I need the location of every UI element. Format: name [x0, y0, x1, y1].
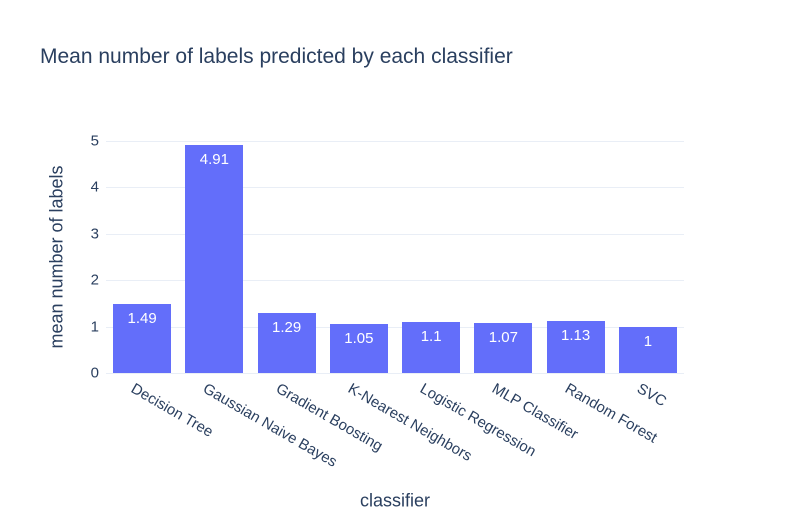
y-gridline — [106, 280, 684, 282]
y-gridline — [106, 233, 684, 235]
bar-value-label: 1.13 — [561, 326, 591, 344]
x-tick-label: SVC — [633, 380, 670, 411]
y-tick-label: 2 — [90, 271, 99, 289]
x-tick-label: Gaussian Naive Bayes — [200, 380, 341, 471]
bar[interactable] — [329, 324, 388, 373]
bar[interactable] — [474, 323, 533, 373]
y-gridline — [106, 141, 684, 142]
bar-value-label: 1.1 — [420, 327, 442, 345]
bar-value-label: 4.91 — [199, 151, 229, 169]
y-gridline — [106, 326, 684, 328]
bar[interactable] — [546, 320, 605, 373]
bar[interactable] — [618, 326, 677, 373]
bar-value-label: 1.05 — [344, 330, 374, 348]
bar-value-label: 1 — [643, 332, 653, 350]
bar-value-label: 1.07 — [488, 329, 518, 347]
bar-value-label: 1.49 — [127, 309, 157, 327]
bar[interactable] — [185, 145, 244, 373]
y-tick-label: 5 — [90, 132, 99, 150]
x-axis-title: classifier — [359, 490, 431, 511]
chart-title: Mean number of labels predicted by each … — [40, 45, 513, 68]
bar[interactable] — [402, 321, 461, 373]
bar-value-label: 1.29 — [272, 319, 302, 337]
y-gridline — [106, 373, 684, 374]
y-tick-label: 0 — [90, 364, 99, 382]
y-gridline — [106, 187, 684, 189]
bar[interactable] — [257, 313, 316, 373]
y-tick-label: 3 — [90, 225, 99, 243]
bar[interactable] — [113, 303, 172, 373]
x-tick-label: K-Nearest Neighbors — [344, 380, 475, 465]
y-tick-label: 1 — [90, 318, 99, 336]
y-tick-label: 4 — [90, 178, 99, 196]
